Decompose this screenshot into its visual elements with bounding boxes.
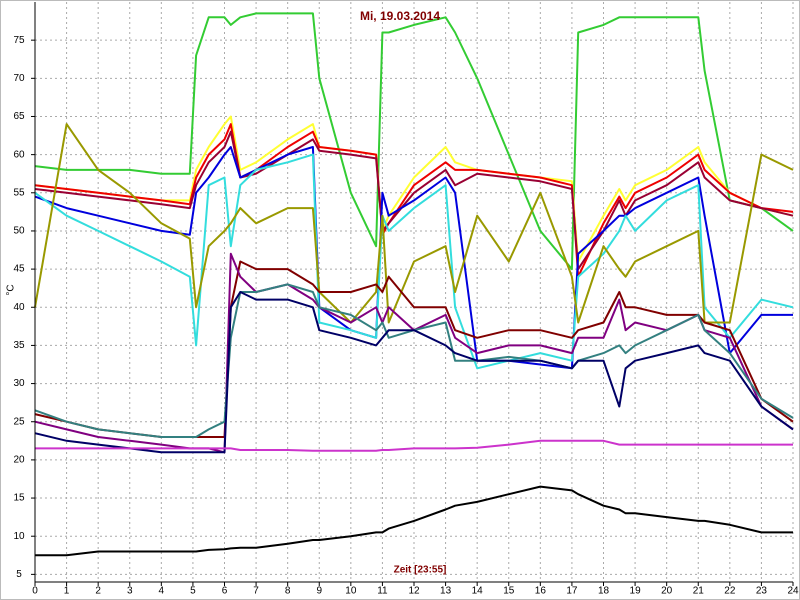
x-tick-label: 6 <box>222 586 228 597</box>
y-tick-label: 70 <box>13 73 25 84</box>
y-tick-label: 35 <box>13 340 25 351</box>
x-tick-label: 3 <box>127 586 133 597</box>
y-tick-label: 50 <box>13 226 25 237</box>
chart-title: Mi, 19.03.2014 <box>360 9 440 23</box>
y-tick-label: 65 <box>13 111 25 122</box>
series-line <box>34 12 794 271</box>
x-tick-label: 22 <box>724 586 736 597</box>
x-tick-label: 7 <box>253 586 259 597</box>
x-tick-label: 16 <box>535 586 547 597</box>
series-line <box>34 123 794 324</box>
series-line <box>34 153 794 370</box>
x-tick-label: 24 <box>787 586 799 597</box>
x-tick-label: 20 <box>661 586 673 597</box>
y-tick-label: 10 <box>13 531 25 542</box>
y-tick-label: 30 <box>13 378 25 389</box>
y-tick-label: 20 <box>13 455 25 466</box>
y-tick-label: 5 <box>16 569 22 580</box>
series-line <box>34 283 794 438</box>
x-axis-label: Zeit [23:55] <box>394 565 447 576</box>
y-tick-label: 60 <box>13 149 25 160</box>
x-tick-label: 2 <box>95 586 101 597</box>
x-tick-label: 19 <box>630 586 642 597</box>
series-line <box>34 291 794 454</box>
y-tick-label: 45 <box>13 264 25 275</box>
x-tick-label: 13 <box>440 586 452 597</box>
y-tick-label: 25 <box>13 416 25 427</box>
series-line <box>34 146 793 370</box>
y-tick-label: 40 <box>13 302 25 313</box>
y-tick-label: 15 <box>13 493 25 504</box>
series-line <box>35 439 793 452</box>
x-tick-label: 4 <box>159 586 165 597</box>
y-axis-label: °C <box>6 284 17 295</box>
x-tick-label: 17 <box>566 586 578 597</box>
x-tick-label: 5 <box>190 586 196 597</box>
x-tick-label: 10 <box>345 586 357 597</box>
x-tick-label: 0 <box>32 586 38 597</box>
x-tick-label: 18 <box>598 586 610 597</box>
x-tick-label: 8 <box>285 586 291 597</box>
x-tick-label: 12 <box>408 586 420 597</box>
x-tick-label: 11 <box>377 586 388 597</box>
x-tick-label: 15 <box>503 586 515 597</box>
y-tick-label: 75 <box>13 35 25 46</box>
series-line <box>35 485 793 557</box>
y-tick-label: 55 <box>13 187 25 198</box>
x-tick-label: 21 <box>693 586 705 597</box>
x-tick-label: 1 <box>64 586 70 597</box>
x-tick-label: 23 <box>756 586 768 597</box>
x-tick-label: 14 <box>472 586 484 597</box>
x-tick-label: 9 <box>316 586 322 597</box>
series-line <box>34 130 794 271</box>
